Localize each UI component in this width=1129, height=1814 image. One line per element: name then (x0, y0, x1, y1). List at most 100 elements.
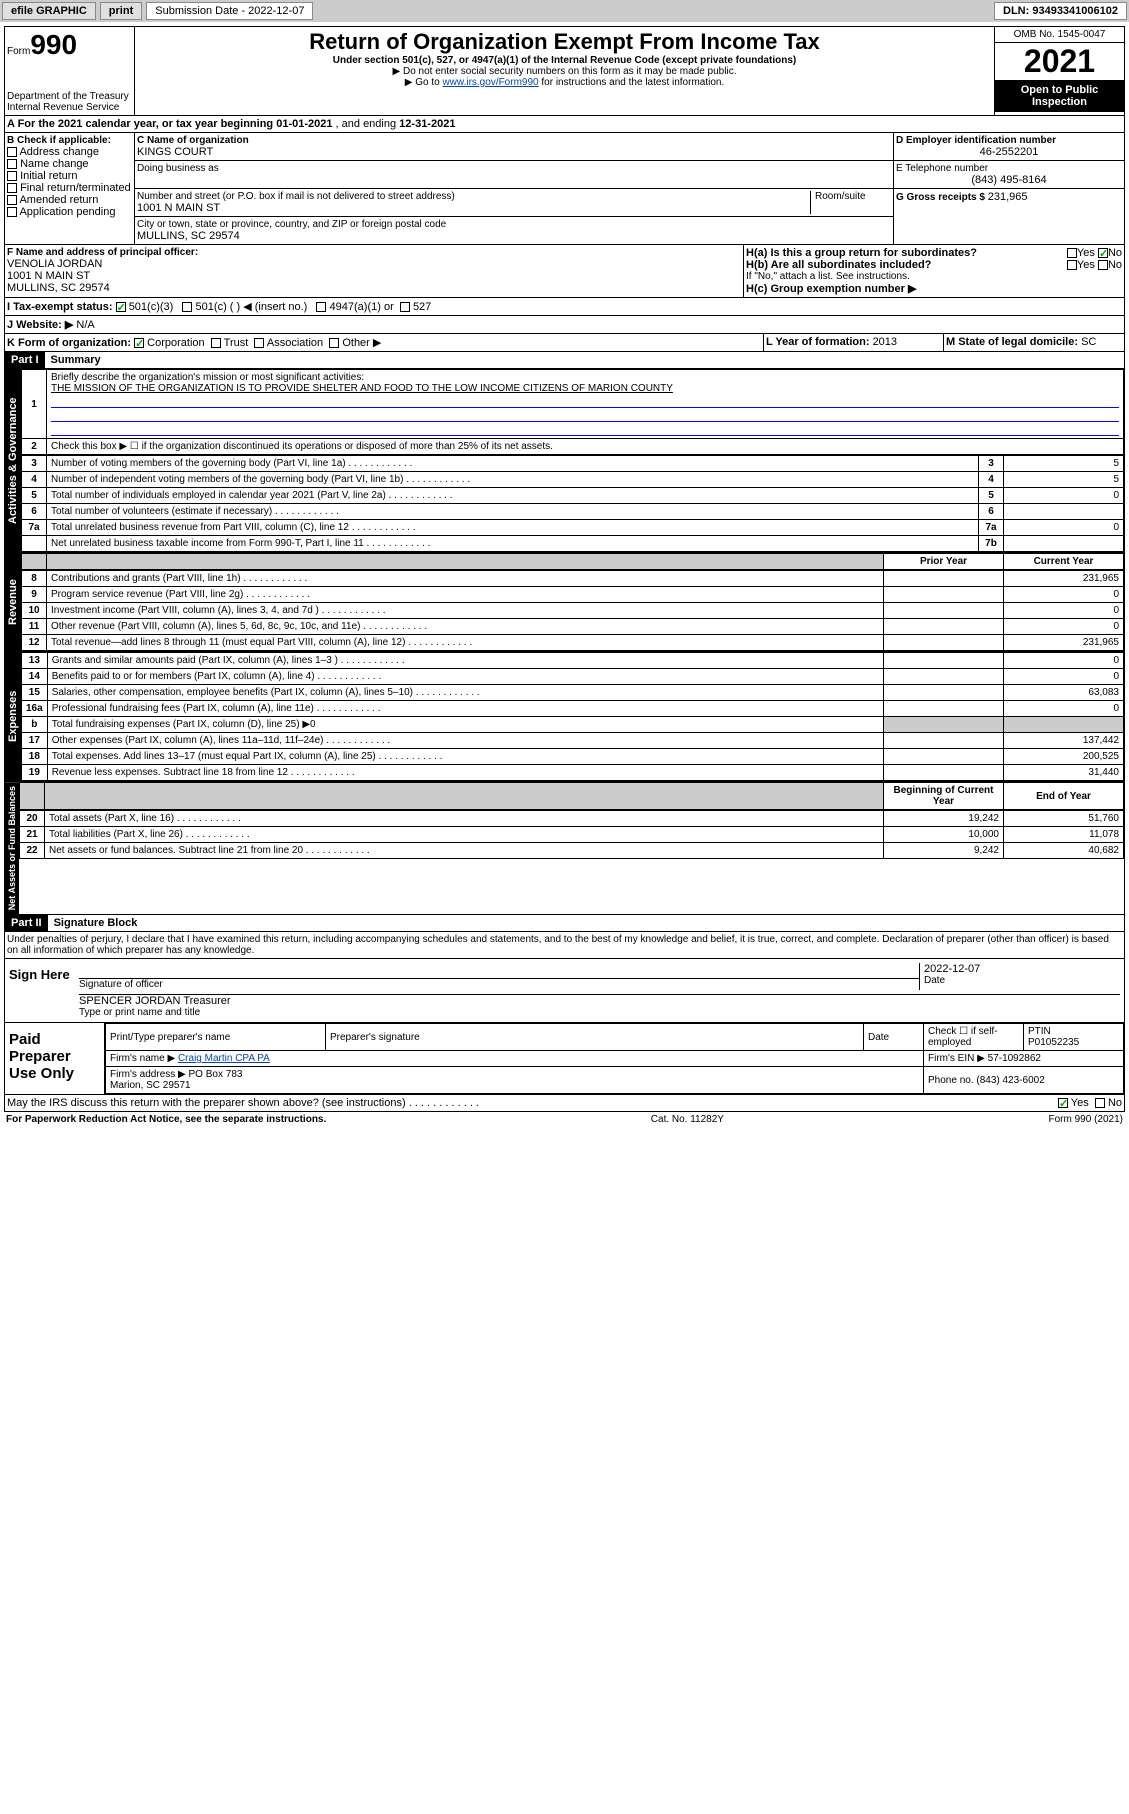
toolbar: efile GRAPHIC print Submission Date - 20… (0, 0, 1129, 22)
cb-501c[interactable] (182, 302, 192, 312)
part1-header: Part I (5, 352, 45, 368)
table-row: 17Other expenses (Part IX, column (A), l… (22, 733, 1124, 749)
opt-amended-return: Amended return (19, 194, 98, 206)
opt-final-return: Final return/terminated (20, 182, 131, 194)
table-row: 21Total liabilities (Part X, line 26)10,… (20, 827, 1124, 843)
cb-initial-return[interactable] (7, 171, 17, 181)
firm-ein-label: Firm's EIN ▶ (928, 1053, 988, 1064)
cb-4947[interactable] (316, 302, 326, 312)
box-b-label: B Check if applicable: (7, 135, 132, 146)
form-number: 990 (30, 29, 77, 60)
table-row: 18Total expenses. Add lines 13–17 (must … (22, 749, 1124, 765)
cb-final-return[interactable] (7, 183, 17, 193)
table-row: 16aProfessional fundraising fees (Part I… (22, 701, 1124, 717)
ein: 46-2552201 (896, 146, 1122, 158)
city-label: City or town, state or province, country… (137, 219, 891, 230)
officer-signed-name: SPENCER JORDAN Treasurer (79, 995, 1120, 1007)
cb-trust[interactable] (211, 338, 221, 348)
cb-discuss-no[interactable] (1095, 1098, 1105, 1108)
form-subtitle-2: ▶ Do not enter social security numbers o… (137, 66, 992, 77)
discuss-no: No (1108, 1097, 1122, 1109)
box-d-label: D Employer identification number (896, 135, 1122, 146)
cb-527[interactable] (400, 302, 410, 312)
part1-title: Summary (45, 352, 107, 368)
col-prior-year: Prior Year (884, 554, 1004, 570)
col-eoy: End of Year (1004, 783, 1124, 810)
table-row: 5Total number of individuals employed in… (22, 488, 1124, 504)
cb-hb-no[interactable] (1098, 260, 1108, 270)
period-mid: , and ending (336, 118, 400, 130)
org-city: MULLINS, SC 29574 (137, 230, 891, 242)
firm-ein: 57-1092862 (988, 1053, 1041, 1064)
discuss-yes: Yes (1071, 1097, 1089, 1109)
opt-501c3: 501(c)(3) (129, 301, 174, 313)
cb-hb-yes[interactable] (1067, 260, 1077, 270)
form-title: Return of Organization Exempt From Incom… (137, 29, 992, 55)
hc-label: H(c) Group exemption number ▶ (746, 282, 1122, 295)
col-bcy: Beginning of Current Year (884, 783, 1004, 810)
irs-label: Internal Revenue Service (7, 102, 132, 113)
cb-discuss-yes[interactable] (1058, 1098, 1068, 1108)
cb-ha-no[interactable] (1098, 248, 1108, 258)
box-c-name-label: C Name of organization (137, 135, 891, 146)
table-row: 22Net assets or fund balances. Subtract … (20, 843, 1124, 859)
box-m-label: M State of legal domicile: (946, 336, 1081, 348)
omb-number: OMB No. 1545-0047 (995, 27, 1124, 43)
side-net-assets: Net Assets or Fund Balances (5, 782, 19, 914)
period-begin: 01-01-2021 (276, 118, 332, 130)
opt-name-change: Name change (20, 158, 89, 170)
box-l-label: L Year of formation: (766, 336, 873, 348)
cb-association[interactable] (254, 338, 264, 348)
open-inspection: Open to Public Inspection (995, 80, 1124, 112)
side-revenue: Revenue (5, 553, 21, 651)
table-row: 6Total number of volunteers (estimate if… (22, 504, 1124, 520)
table-row: 20Total assets (Part X, line 16)19,24251… (20, 811, 1124, 827)
dba-label: Doing business as (137, 163, 891, 174)
box-f-label: F Name and address of principal officer: (7, 247, 741, 258)
cb-501c3[interactable] (116, 302, 126, 312)
firm-phone: (843) 423-6002 (976, 1075, 1044, 1086)
col-current-year: Current Year (1004, 554, 1124, 570)
side-activities-governance: Activities & Governance (5, 369, 21, 552)
part2-title: Signature Block (48, 915, 144, 931)
box-e-label: E Telephone number (896, 163, 1122, 174)
box-j-label: J Website: ▶ (7, 319, 73, 331)
opt-initial-return: Initial return (20, 170, 77, 182)
sign-date-label: Date (924, 975, 1120, 986)
opt-application-pending: Application pending (19, 206, 115, 218)
table-row: bTotal fundraising expenses (Part IX, co… (22, 717, 1124, 733)
perjury-declaration: Under penalties of perjury, I declare th… (5, 932, 1124, 958)
ha-no: No (1108, 247, 1122, 259)
instructions-link[interactable]: www.irs.gov/Form990 (442, 77, 538, 88)
efile-button[interactable]: efile GRAPHIC (2, 2, 96, 20)
cb-name-change[interactable] (7, 159, 17, 169)
website: N/A (76, 319, 94, 331)
cb-ha-yes[interactable] (1067, 248, 1077, 258)
org-name: KINGS COURT (137, 146, 891, 158)
sign-here-label: Sign Here (5, 959, 75, 1022)
box-g-label: G Gross receipts $ (896, 192, 988, 203)
table-row: 14Benefits paid to or for members (Part … (22, 669, 1124, 685)
print-button[interactable]: print (100, 2, 142, 20)
cb-corporation[interactable] (134, 338, 144, 348)
dept-label: Department of the Treasury (7, 91, 132, 102)
cb-amended-return[interactable] (7, 195, 17, 205)
ptin-label: PTIN (1028, 1026, 1051, 1037)
ptin: P01052235 (1028, 1037, 1079, 1048)
officer-name: VENOLIA JORDAN (7, 258, 741, 270)
signature-label: Signature of officer (79, 979, 919, 990)
firm-name[interactable]: Craig Martin CPA PA (178, 1053, 270, 1064)
officer-addr: 1001 N MAIN ST (7, 270, 741, 282)
discuss-question: May the IRS discuss this return with the… (7, 1097, 479, 1109)
line2-text: Check this box ▶ ☐ if the organization d… (47, 439, 1124, 455)
opt-corporation: Corporation (147, 337, 204, 349)
firm-addr-label: Firm's address ▶ (110, 1069, 189, 1080)
table-row: 8Contributions and grants (Part VIII, li… (22, 571, 1124, 587)
cb-address-change[interactable] (7, 147, 17, 157)
cb-other[interactable] (329, 338, 339, 348)
cat-no: Cat. No. 11282Y (651, 1114, 724, 1125)
firm-addr1: PO Box 783 (189, 1069, 243, 1080)
cb-application-pending[interactable] (7, 207, 17, 217)
opt-4947: 4947(a)(1) or (330, 301, 394, 313)
paid-col2: Preparer's signature (326, 1024, 864, 1051)
